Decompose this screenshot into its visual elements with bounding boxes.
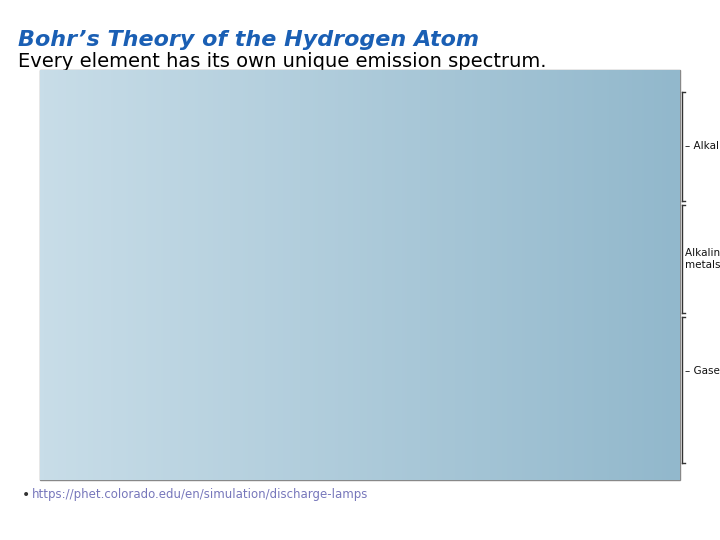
Text: Every element has its own unique emission spectrum.: Every element has its own unique emissio… (18, 52, 546, 71)
Text: Lithium (Li): Lithium (Li) (62, 104, 121, 114)
Text: Strontium (Sr): Strontium (Sr) (47, 254, 121, 264)
Text: https://phet.colorado.edu/en/simulation/discharge-lamps: https://phet.colorado.edu/en/simulation/… (32, 488, 369, 501)
Bar (125, 285, 670, 307)
Bar (125, 210, 670, 232)
Bar (125, 120, 670, 128)
Bar (125, 135, 670, 157)
Bar (125, 307, 670, 315)
Text: •: • (22, 488, 35, 502)
Text: Potassium (K): Potassium (K) (50, 179, 121, 189)
Bar (125, 457, 670, 465)
Bar (125, 157, 670, 165)
Text: Bohr’s Theory of the Hydrogen Atom: Bohr’s Theory of the Hydrogen Atom (18, 30, 479, 50)
Text: Argon (Ar): Argon (Ar) (67, 441, 121, 451)
Bar (125, 98, 670, 120)
Bar (125, 435, 670, 457)
Text: Sodium (Na): Sodium (Na) (56, 141, 121, 151)
Text: – Alkali metals: – Alkali metals (685, 141, 720, 151)
Text: Bright-line Spectra: Bright-line Spectra (301, 82, 419, 95)
Bar (125, 382, 670, 390)
Text: Calcium (Ca): Calcium (Ca) (54, 216, 121, 226)
Bar (125, 323, 670, 345)
Text: Helium (He): Helium (He) (59, 366, 121, 376)
Text: Hydrogen (H): Hydrogen (H) (51, 329, 121, 339)
Bar (125, 232, 670, 240)
Bar (125, 173, 670, 195)
Text: – Gases: – Gases (685, 366, 720, 376)
Bar (125, 360, 670, 382)
Text: Barium (Ba): Barium (Ba) (58, 291, 121, 301)
Bar (125, 248, 670, 270)
Text: Neon (Ne): Neon (Ne) (68, 404, 121, 414)
Bar (125, 195, 670, 202)
Text: Alkaline earth
metals: Alkaline earth metals (685, 248, 720, 269)
Bar (125, 345, 670, 353)
Bar (125, 420, 670, 428)
Bar (125, 398, 670, 420)
Bar (125, 270, 670, 278)
